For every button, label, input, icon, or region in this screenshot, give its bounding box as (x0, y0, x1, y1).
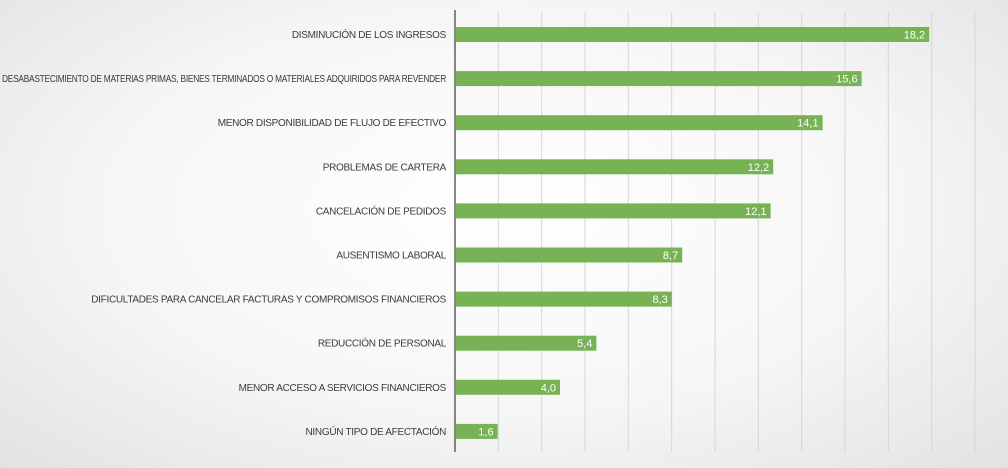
category-label: MENOR ACCESO A SERVICIOS FINANCIEROS (239, 383, 447, 394)
category-label: REDUCCIÓN DE PERSONAL (318, 337, 447, 350)
value-labels: 18,2 15,6 14,1 12,2 12,1 8,7 8,3 5,4 4,0 1,6 (478, 30, 925, 439)
value-label: 5,4 (577, 338, 592, 350)
bar (456, 203, 771, 219)
bar (456, 71, 862, 87)
category-label: AUSENTISMO LABORAL (336, 251, 446, 262)
category-labels: DISMINUCIÓN DE LOS INGRESOS DESABASTECIMI… (2, 28, 447, 438)
category-label: NINGÚN TIPO DE AFECTACIÓN (306, 425, 447, 438)
bar (456, 291, 672, 307)
category-label: DISMINUCIÓN DE LOS INGRESOS (292, 28, 447, 41)
value-label: 4,0 (541, 382, 556, 394)
bar (456, 335, 597, 351)
value-label: 14,1 (797, 118, 818, 130)
category-label: MENOR DISPONIBILIDAD DE FLUJO DE EFECTIV… (218, 118, 447, 129)
value-label: 15,6 (836, 74, 857, 86)
bar (456, 379, 560, 395)
bars (456, 27, 930, 439)
category-label: DESABASTECIMIENTO DE MATERIAS PRIMAS, BI… (2, 74, 446, 85)
category-label: DIFICULTADES PARA CANCELAR FACTURAS Y CO… (91, 295, 446, 306)
bar (456, 247, 683, 263)
value-label: 1,6 (478, 426, 493, 438)
category-label: CANCELACIÓN DE PEDIDOS (316, 204, 447, 217)
category-label: PROBLEMAS DE CARTERA (323, 162, 447, 173)
bar (456, 115, 823, 131)
bar (456, 423, 498, 439)
bar (456, 27, 930, 42)
value-label: 8,3 (653, 294, 668, 306)
value-label: 12,1 (745, 206, 766, 218)
value-label: 12,2 (748, 162, 769, 174)
value-label: 18,2 (904, 30, 925, 42)
value-label: 8,7 (663, 250, 678, 262)
bar (456, 159, 774, 175)
